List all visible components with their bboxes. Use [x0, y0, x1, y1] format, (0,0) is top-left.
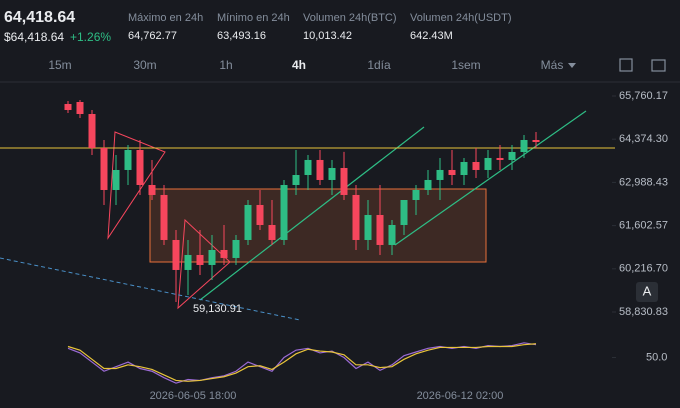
candle-body [232, 239, 240, 258]
rsi-tick-label: 50.0 [646, 351, 667, 363]
candle-body [148, 185, 156, 195]
candle-body [364, 214, 372, 240]
candle-body [208, 249, 216, 265]
stat-value: 64,762.77 [128, 30, 177, 42]
timeframe[interactable]: 1día [367, 58, 391, 72]
candle-body [328, 167, 336, 180]
candle-body [64, 103, 72, 111]
candle-body [124, 150, 132, 170]
candle-body [340, 167, 348, 195]
price: 64,418.64 [4, 9, 75, 26]
timeframe[interactable]: Más [541, 58, 564, 72]
candle-body [484, 157, 492, 170]
timeframe[interactable]: 30m [133, 58, 156, 72]
candle-body [316, 159, 324, 180]
dropdown-arrow[interactable] [568, 63, 576, 68]
timeframe[interactable]: 1sem [451, 58, 480, 72]
candle-body [448, 169, 456, 175]
candle-body [472, 162, 480, 170]
zone [149, 188, 487, 263]
tool-icon[interactable] [619, 58, 633, 72]
candle-body [280, 185, 288, 240]
candle-body [112, 169, 120, 190]
scale-button-label: A [643, 283, 652, 298]
candle-body [220, 249, 228, 258]
low-annotation: 59,130.91 [193, 303, 242, 315]
candle-body [460, 162, 468, 175]
scale-button[interactable] [636, 282, 658, 302]
timeframe[interactable]: 15m [48, 58, 71, 72]
y-tick-label: 58,830.83 [619, 306, 668, 318]
x-tick-label: 2026-06-05 18:00 [150, 390, 237, 402]
candle-body [88, 114, 96, 148]
y-tick-label: 61,602.57 [619, 220, 668, 232]
stat-label: Volumen 24h(USDT) [410, 12, 512, 24]
stat-value: 642.43M [410, 30, 453, 42]
price-usd: $64,418.64 [4, 30, 64, 44]
candle-body [436, 169, 444, 180]
candle-body [400, 199, 408, 225]
candle-body [508, 151, 516, 160]
stat-label: Mínimo en 24h [217, 12, 290, 24]
y-tick-label: 65,760.17 [619, 90, 668, 102]
y-tick-label: 62,988.43 [619, 176, 668, 188]
stat-value: 10,013.42 [303, 30, 352, 42]
timeframe[interactable]: 1h [219, 58, 232, 72]
candle-body [172, 239, 180, 270]
candle-body [256, 204, 264, 225]
candle-body [196, 254, 204, 265]
candle-body [244, 204, 252, 240]
trendlines [199, 110, 587, 301]
change: +1.26% [70, 30, 111, 44]
tool-icon[interactable] [651, 59, 666, 72]
candle-body [304, 159, 312, 175]
candle-body [388, 224, 396, 245]
candle-body [520, 139, 528, 152]
candle-body [292, 174, 300, 186]
y-tick-label: 60,216.70 [619, 263, 668, 275]
candle-body [100, 147, 108, 190]
stat-value: 63,493.16 [217, 30, 266, 42]
y-tick-label: 64,374.30 [619, 133, 668, 145]
candle-body [412, 189, 420, 200]
candle-body [268, 224, 276, 240]
dashed-line [0, 257, 301, 321]
tools [619, 58, 666, 72]
candle-body [376, 214, 384, 245]
candle-body [136, 150, 144, 186]
rsi-line [67, 343, 537, 382]
stat-label: Volumen 24h(BTC) [303, 12, 397, 24]
candle-body [424, 179, 432, 190]
candle-body [184, 254, 192, 270]
candle-body [352, 194, 360, 240]
candle-body [76, 102, 84, 115]
timeframe[interactable]: 4h [292, 58, 306, 72]
candle-body [532, 139, 540, 142]
candle-body [496, 157, 504, 160]
candle-body [160, 194, 168, 240]
x-tick-label: 2026-06-12 02:00 [417, 390, 504, 402]
stat-label: Máximo en 24h [128, 12, 203, 24]
